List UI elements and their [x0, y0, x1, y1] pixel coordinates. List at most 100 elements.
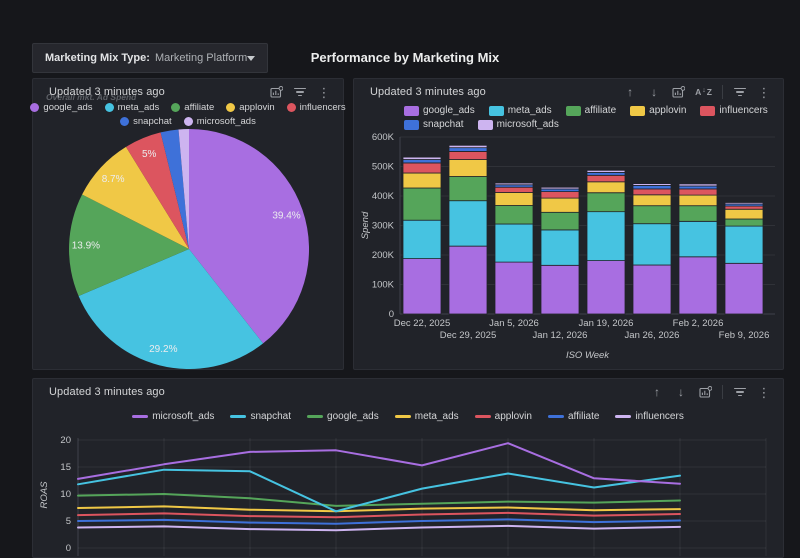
bar-stack-Jan 26, 2026[interactable]	[632, 183, 672, 315]
legend-item-google_ads[interactable]: google_ads	[30, 102, 93, 113]
legend-item-applovin[interactable]: applovin	[474, 411, 532, 422]
legend-item-snapchat[interactable]: snapchat	[230, 411, 291, 422]
legend-label: affiliate	[184, 102, 215, 113]
pie-slice-google_ads[interactable]	[189, 129, 310, 344]
legend-item-affiliate[interactable]: affiliate	[171, 102, 214, 113]
mix-type-value: Marketing Platform	[154, 52, 248, 64]
kebab-menu-icon[interactable]: ⋮	[757, 84, 771, 100]
legend-item-snapchat[interactable]: snapchat	[404, 119, 464, 130]
line-affiliate	[77, 518, 681, 525]
bar-stack-Jan 19, 2026[interactable]	[586, 169, 626, 315]
legend-item-snapchat[interactable]: snapchat	[120, 116, 172, 127]
bar-segment-affiliate	[494, 205, 534, 225]
legend-marker	[488, 105, 504, 116]
legend-item-influencers[interactable]: influencers	[615, 411, 684, 422]
bar-segment-affiliate	[632, 205, 672, 225]
legend-item-applovin[interactable]: applovin	[226, 102, 275, 113]
bar-segment-affiliate	[448, 176, 488, 202]
y-tick-label: 200K	[372, 250, 395, 261]
panel-spend-by-week-bars: Updated 3 minutes ago ↑ ↓ A ↓ Z ⋮ google_a…	[353, 78, 784, 370]
bar-segment-snapchat	[632, 185, 672, 190]
explore-chart-icon[interactable]	[671, 84, 685, 100]
legend-label: snapchat	[423, 119, 464, 130]
bar-stack-Dec 22, 2025[interactable]	[402, 156, 442, 315]
bar-segment-snapchat	[586, 172, 626, 176]
kebab-menu-icon[interactable]: ⋮	[757, 384, 771, 400]
page-title: Performance by Marketing Mix	[310, 50, 500, 65]
y-tick-label: 0	[66, 543, 71, 554]
stacked-bar-chart[interactable]: 0 100K 200K 300K 400K 500K 600K Spend Dec 22, 20…	[354, 79, 783, 369]
legend-label: meta_ads	[414, 411, 459, 422]
pie-slice-label: 39.4%	[272, 210, 300, 221]
legend-marker	[171, 103, 181, 112]
bar-stack-Jan 5, 2026[interactable]	[494, 182, 534, 315]
legend-item-meta_ads[interactable]: meta_ads	[488, 105, 552, 116]
bar-segment-applovin	[448, 159, 488, 177]
bar-segment-applovin	[402, 172, 442, 189]
legend-item-affiliate[interactable]: affiliate	[565, 105, 616, 116]
legend-label: meta_ads	[507, 105, 552, 116]
move-down-icon[interactable]: ↓	[651, 85, 658, 99]
legend-item-affiliate[interactable]: affiliate	[547, 411, 600, 422]
filter-icon[interactable]	[733, 384, 747, 400]
bar-segment-applovin	[632, 194, 672, 207]
bar-stack-Feb 2, 2026[interactable]	[678, 183, 718, 315]
sort-az-icon[interactable]: A ↓ Z	[695, 86, 712, 97]
filter-icon[interactable]	[733, 84, 747, 100]
kebab-menu-icon[interactable]: ⋮	[317, 84, 331, 100]
bar-segment-meta_ads	[494, 223, 534, 263]
move-down-icon[interactable]: ↓	[678, 385, 684, 399]
legend-marker	[132, 415, 149, 418]
legend-item-google_ads[interactable]: google_ads	[307, 411, 379, 422]
pie-slice-applovin[interactable]	[82, 146, 189, 249]
bar-stack-Jan 12, 2026[interactable]	[540, 186, 580, 315]
pie-legend: google_ads meta_ads affiliate applovin influ…	[30, 102, 346, 127]
legend-item-microsoft_ads[interactable]: microsoft_ads	[132, 411, 214, 422]
bar-segment-influencers	[632, 188, 672, 196]
legend-marker	[474, 415, 491, 418]
x-tick-label: Feb 2, 2026	[673, 318, 724, 329]
bar-segment-applovin	[540, 197, 580, 213]
y-tick-label: 15	[60, 462, 71, 473]
bar-stack-Dec 29, 2025[interactable]	[448, 144, 488, 315]
legend-marker	[404, 105, 419, 116]
pie-slice-influencers[interactable]	[126, 132, 189, 249]
legend-item-microsoft_ads[interactable]: microsoft_ads	[183, 116, 256, 127]
legend-item-microsoft_ads[interactable]: microsoft_ads	[477, 119, 559, 130]
pie-slice-affiliate[interactable]	[69, 194, 189, 297]
legend-marker	[477, 119, 493, 130]
legend-item-meta_ads[interactable]: meta_ads	[104, 102, 159, 113]
bar-segment-google_ads	[724, 262, 764, 315]
pie-chart[interactable]: 39.4% 29.2% 13.9% 8.7% 5%	[33, 79, 343, 369]
pie-slice-microsoft_ads[interactable]	[178, 129, 190, 249]
move-up-icon[interactable]: ↑	[654, 385, 660, 399]
mix-type-dropdown[interactable]: Marketing Mix Type: Marketing Platform	[32, 43, 268, 73]
bar-segment-google_ads	[586, 260, 626, 315]
explore-chart-icon[interactable]	[269, 84, 283, 100]
pie-slice-meta_ads[interactable]	[78, 249, 264, 369]
line-microsoft_ads	[77, 442, 681, 485]
bar-segment-google_ads	[540, 264, 580, 315]
dashboard: Marketing Mix Type: Marketing Platform P…	[30, 43, 784, 558]
filter-icon[interactable]	[293, 84, 307, 100]
legend-item-applovin[interactable]: applovin	[630, 105, 686, 116]
explore-chart-icon[interactable]	[698, 384, 712, 400]
y-tick-label: 500K	[372, 162, 395, 173]
move-up-icon[interactable]: ↑	[627, 85, 634, 99]
bar-segment-meta_ads	[724, 225, 764, 264]
legend-marker	[307, 415, 324, 418]
legend-item-influencers[interactable]: influencers	[700, 105, 768, 116]
legend-label: affiliate	[567, 411, 600, 422]
legend-marker	[630, 105, 646, 116]
legend-item-influencers[interactable]: influencers	[286, 102, 346, 113]
bar-stack-Feb 9, 2026[interactable]	[724, 202, 764, 315]
pie-panel-header: Updated 3 minutes ago ⋮	[33, 79, 343, 105]
roas-line-chart[interactable]: 20 15 10 5 0 ROAS	[33, 429, 783, 557]
legend-item-meta_ads[interactable]: meta_ads	[394, 411, 459, 422]
y-axis-title: Spend	[360, 211, 371, 239]
pie-slice-snapchat[interactable]	[160, 129, 189, 250]
legend-label: google_ads	[327, 411, 379, 422]
legend-item-google_ads[interactable]: google_ads	[404, 105, 475, 116]
bar-segment-influencers	[402, 162, 442, 174]
bar-segment-snapchat	[448, 147, 488, 152]
